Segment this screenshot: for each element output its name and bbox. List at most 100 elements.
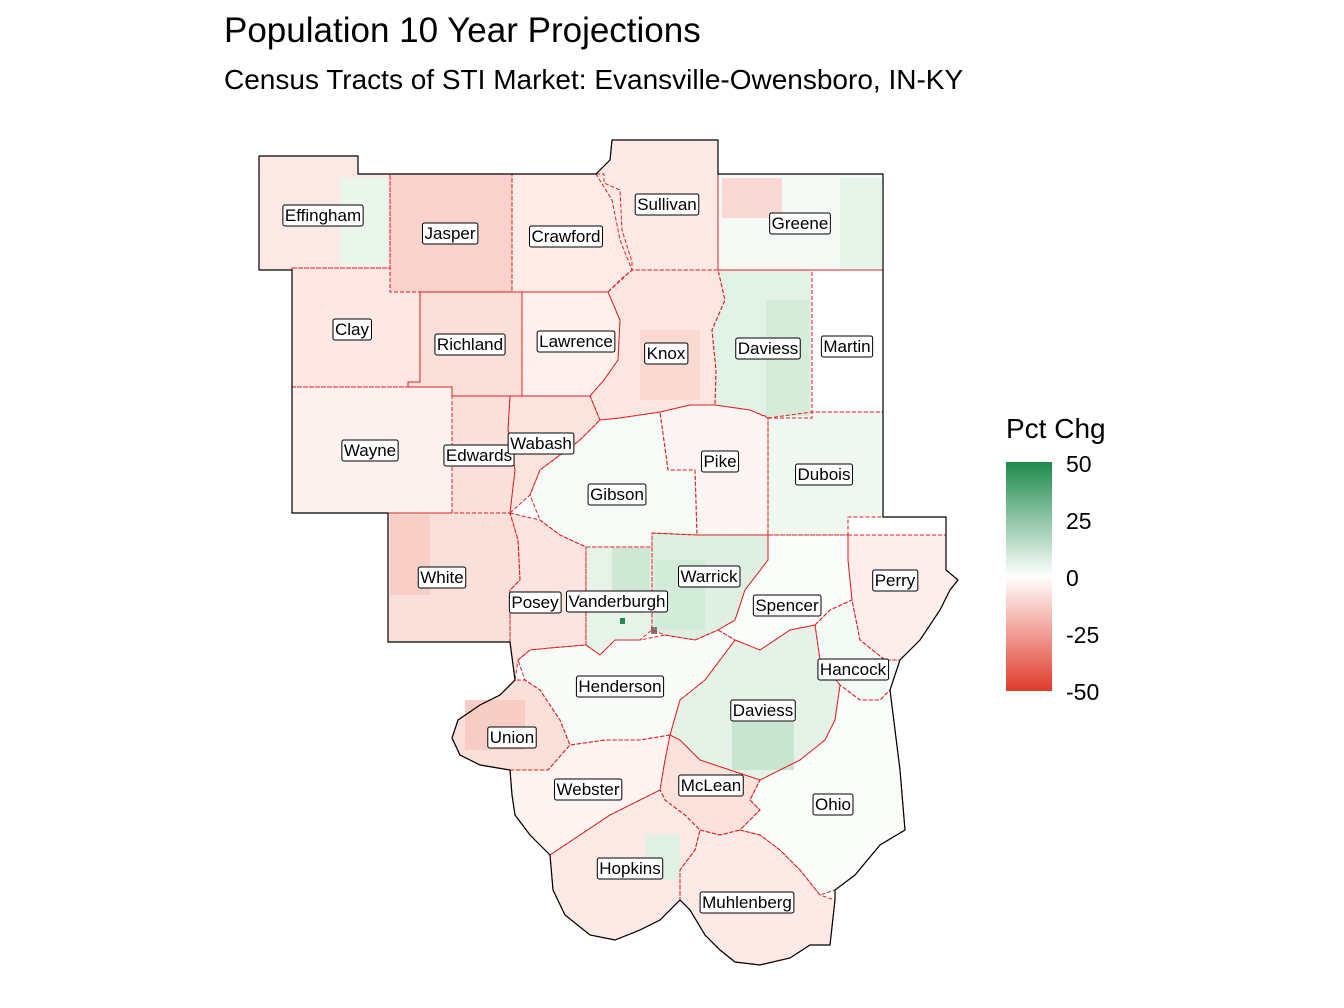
county-label-text: Hancock	[820, 660, 887, 679]
county-label-text: Greene	[772, 214, 829, 233]
county-label-box	[769, 212, 831, 235]
county-label-webster: Webster	[554, 778, 623, 801]
county-label-box	[644, 342, 689, 365]
market-outline	[258, 139, 959, 966]
county-label-box	[507, 432, 575, 455]
county-label-martin: Martin	[820, 335, 874, 358]
county-border-28	[659, 734, 761, 836]
county-label-text: Dubois	[798, 465, 851, 484]
county-label-box	[282, 204, 364, 227]
county-label-text: Martin	[823, 337, 870, 356]
county-border-23	[814, 599, 901, 701]
tract-vanderburgh-green	[620, 618, 625, 624]
county-label-wabash: Wabash	[507, 432, 575, 455]
county-label-box	[421, 222, 479, 245]
county-label-box	[795, 463, 853, 486]
county-label-text: Lawrence	[539, 332, 613, 351]
county-label-text: McLean	[681, 776, 741, 795]
county-label-jasper: Jasper	[421, 222, 479, 245]
county-label-text: Posey	[511, 593, 559, 612]
county-label-box	[812, 793, 854, 816]
county-label-dubois: Dubois	[795, 463, 853, 486]
county-label-vanderburgh: Vanderburgh	[565, 590, 669, 613]
tract-detail	[340, 178, 882, 880]
county-label-text: Perry	[875, 571, 916, 590]
county-label-box	[820, 335, 874, 358]
legend-tick-25: 25	[1066, 508, 1092, 534]
county-gibson	[530, 412, 697, 547]
county-label-box	[487, 726, 537, 749]
county-label-box	[699, 891, 795, 914]
county-label-richland: Richland	[434, 333, 506, 356]
county-label-spencer: Spencer	[752, 594, 822, 617]
county-label-text: Jasper	[424, 224, 475, 243]
county-label-henderson: Henderson	[575, 675, 665, 698]
county-label-box	[575, 675, 665, 698]
county-border-16	[767, 411, 884, 536]
county-label-text: Clay	[335, 320, 370, 339]
county-label-text: Pike	[703, 452, 736, 471]
county-label-hopkins: Hopkins	[596, 857, 664, 880]
county-label-text: White	[420, 568, 463, 587]
county-label-text: Daviess	[738, 339, 798, 358]
county-label-white: White	[417, 566, 467, 589]
county-label-text: Henderson	[578, 677, 661, 696]
county-label-box	[678, 774, 744, 797]
county-label-text: Sullivan	[637, 195, 697, 214]
legend-tick-50: 50	[1066, 451, 1092, 477]
county-label-box	[536, 330, 616, 353]
county-border-17	[387, 512, 521, 643]
county-label-hancock: Hancock	[817, 658, 890, 681]
county-label-text: Vanderburgh	[568, 592, 665, 611]
county-label-muhlenberg: Muhlenberg	[699, 891, 795, 914]
county-ohio	[740, 685, 905, 895]
county-label-box	[817, 658, 890, 681]
county-label-text: Crawford	[532, 227, 601, 246]
county-label-text: Knox	[647, 344, 686, 363]
county-label-text: Ohio	[815, 795, 851, 814]
county-label-box	[700, 450, 740, 473]
county-label-box	[735, 337, 801, 360]
county-label-text: Spencer	[755, 596, 819, 615]
county-label-daviess: Daviess	[730, 699, 796, 722]
county-label-box	[678, 565, 741, 588]
county-label-text: Hopkins	[599, 859, 660, 878]
legend-tick-minus-50: -50	[1066, 679, 1100, 705]
outline-path	[258, 139, 959, 966]
county-label-box	[529, 225, 603, 248]
county-label-mclean: McLean	[678, 774, 744, 797]
county-label-knox: Knox	[644, 342, 689, 365]
map-title: Population 10 Year Projections	[224, 11, 701, 50]
county-spencer	[718, 535, 852, 650]
county-label-posey: Posey	[508, 591, 562, 614]
county-label-text: Wabash	[510, 434, 572, 453]
county-label-text: Webster	[557, 780, 620, 799]
tract-greene-east	[840, 178, 882, 268]
county-label-box	[634, 193, 700, 216]
county-label-text: Gibson	[590, 485, 644, 504]
legend-tick-0: 0	[1066, 565, 1079, 591]
county-label-box	[587, 483, 647, 506]
county-label-box	[596, 857, 664, 880]
county-label-box	[434, 333, 506, 356]
county-label-box	[752, 594, 822, 617]
tract-greene-west	[722, 178, 782, 218]
county-label-lawrence: Lawrence	[536, 330, 616, 353]
county-label-text: Daviess	[733, 701, 793, 720]
county-label-gibson: Gibson	[587, 483, 647, 506]
county-label-text: Muhlenberg	[702, 893, 792, 912]
county-label-sullivan: Sullivan	[634, 193, 700, 216]
county-label-box	[332, 318, 373, 341]
county-label-box	[565, 590, 669, 613]
county-border-24	[517, 629, 736, 746]
county-label-union: Union	[487, 726, 537, 749]
county-border-26	[451, 679, 571, 771]
legend-title: Pct Chg	[1006, 413, 1106, 444]
county-label-effingham: Effingham	[282, 204, 364, 227]
county-label-box	[443, 444, 515, 467]
county-label-text: Effingham	[285, 206, 361, 225]
county-perry	[848, 535, 958, 660]
county-label-text: Richland	[437, 335, 503, 354]
county-label-box	[554, 778, 623, 801]
